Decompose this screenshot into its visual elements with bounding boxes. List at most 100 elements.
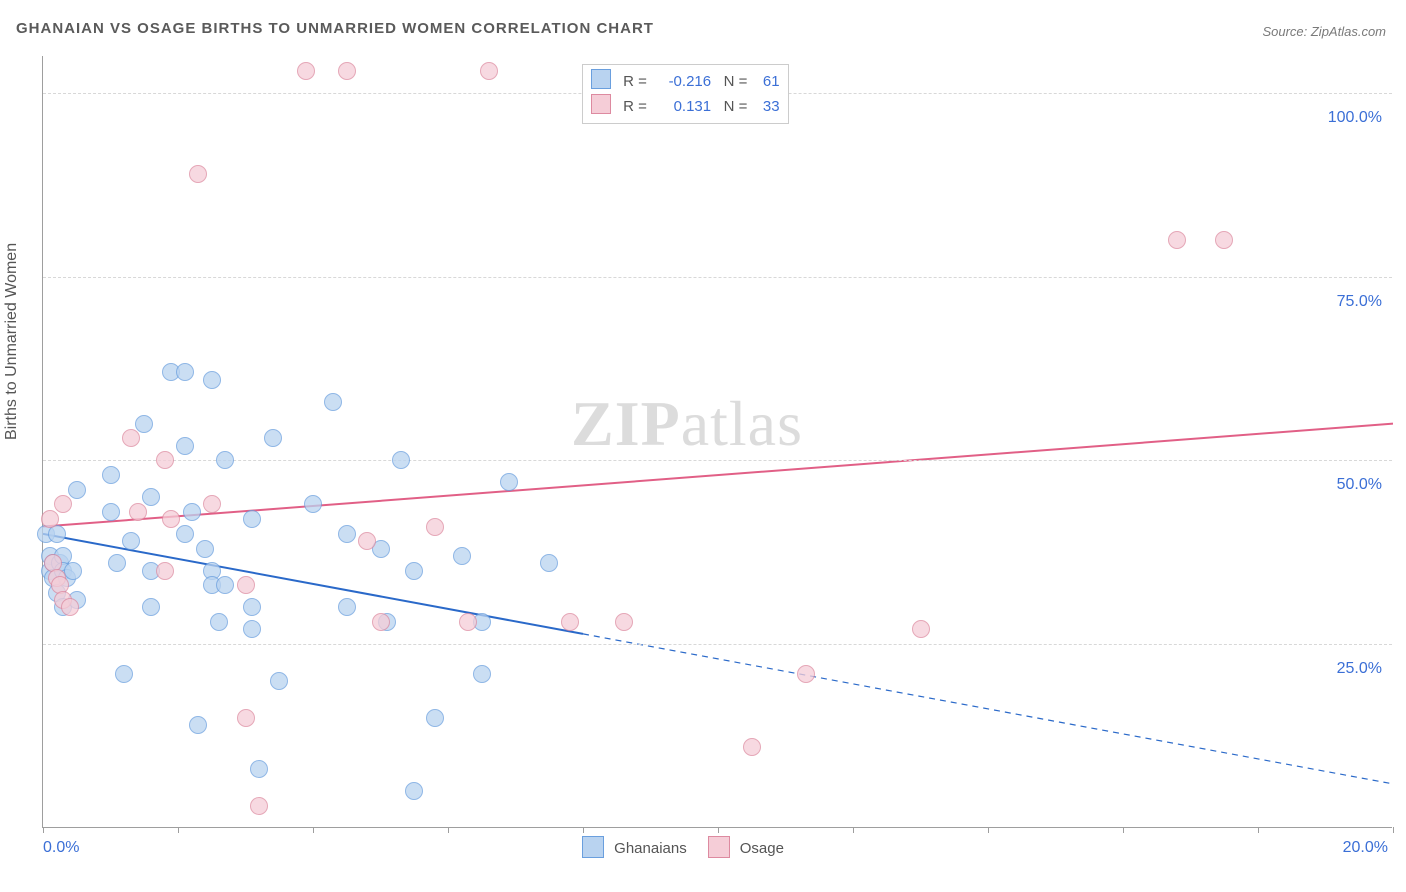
data-point (743, 738, 761, 756)
data-point (615, 613, 633, 631)
data-point (264, 429, 282, 447)
data-point (189, 716, 207, 734)
r-value-ghanaians: -0.216 (651, 70, 711, 94)
x-tick (1258, 827, 1259, 833)
trend-line-solid (43, 424, 1393, 527)
data-point (64, 562, 82, 580)
data-point (216, 451, 234, 469)
y-axis-label: Births to Unmarried Women (3, 243, 21, 440)
data-point (61, 598, 79, 616)
data-point (358, 532, 376, 550)
x-tick (178, 827, 179, 833)
data-point (54, 495, 72, 513)
data-point (156, 451, 174, 469)
series-legend: Ghanaians Osage (582, 836, 784, 858)
data-point (324, 393, 342, 411)
data-point (392, 451, 410, 469)
x-max-label: 20.0% (1343, 839, 1388, 857)
n-value-osage: 33 (752, 95, 780, 119)
r-label: R = (623, 73, 647, 90)
osage-swatch-icon (591, 94, 611, 114)
data-point (237, 576, 255, 594)
data-point (405, 562, 423, 580)
trend-line-dashed (583, 634, 1393, 784)
ghanaians-legend-swatch-icon (582, 836, 604, 858)
data-point (68, 481, 86, 499)
data-point (108, 554, 126, 572)
x-tick (988, 827, 989, 833)
data-point (426, 709, 444, 727)
x-tick (583, 827, 584, 833)
x-tick (718, 827, 719, 833)
data-point (102, 503, 120, 521)
data-point (304, 495, 322, 513)
data-point (142, 488, 160, 506)
x-tick (1123, 827, 1124, 833)
data-point (122, 532, 140, 550)
data-point (162, 510, 180, 528)
gridline-horizontal (43, 644, 1392, 645)
data-point (122, 429, 140, 447)
osage-legend-swatch-icon (708, 836, 730, 858)
data-point (426, 518, 444, 536)
gridline-horizontal (43, 460, 1392, 461)
data-point (237, 709, 255, 727)
data-point (115, 665, 133, 683)
data-point (540, 554, 558, 572)
data-point (1168, 231, 1186, 249)
data-point (1215, 231, 1233, 249)
x-tick (853, 827, 854, 833)
data-point (176, 525, 194, 543)
data-point (405, 782, 423, 800)
n-value-ghanaians: 61 (752, 70, 780, 94)
x-min-label: 0.0% (43, 839, 79, 857)
data-point (203, 495, 221, 513)
data-point (561, 613, 579, 631)
r-label: R = (623, 98, 647, 115)
data-point (250, 797, 268, 815)
x-tick (448, 827, 449, 833)
chart-title: GHANAIAN VS OSAGE BIRTHS TO UNMARRIED WO… (16, 20, 654, 37)
watermark-text: ZIPatlas (571, 387, 803, 461)
stats-row-ghanaians: R = -0.216 N = 61 (591, 69, 780, 94)
data-point (183, 503, 201, 521)
data-point (250, 760, 268, 778)
data-point (203, 371, 221, 389)
data-point (480, 62, 498, 80)
osage-legend-label: Osage (740, 840, 784, 857)
data-point (189, 165, 207, 183)
data-point (297, 62, 315, 80)
data-point (176, 363, 194, 381)
data-point (372, 613, 390, 631)
x-tick (1393, 827, 1394, 833)
source-attribution: Source: ZipAtlas.com (1262, 24, 1386, 39)
y-tick-label: 100.0% (1328, 109, 1382, 127)
x-tick (313, 827, 314, 833)
data-point (102, 466, 120, 484)
data-point (338, 598, 356, 616)
y-tick-label: 75.0% (1337, 293, 1382, 311)
data-point (459, 613, 477, 631)
watermark-bold: ZIP (571, 388, 681, 459)
data-point (500, 473, 518, 491)
r-value-osage: 0.131 (651, 95, 711, 119)
data-point (176, 437, 194, 455)
ghanaians-swatch-icon (591, 69, 611, 89)
scatter-plot-area: ZIPatlas 25.0%50.0%75.0%100.0%0.0%20.0% (42, 56, 1392, 828)
trend-line-solid (43, 534, 583, 634)
watermark-light: atlas (681, 388, 803, 459)
n-label: N = (724, 73, 748, 90)
y-tick-label: 50.0% (1337, 476, 1382, 494)
data-point (243, 620, 261, 638)
data-point (216, 576, 234, 594)
data-point (196, 540, 214, 558)
stats-legend-box: R = -0.216 N = 61 R = 0.131 N = 33 (582, 64, 789, 124)
data-point (41, 510, 59, 528)
x-tick (43, 827, 44, 833)
data-point (338, 62, 356, 80)
data-point (210, 613, 228, 631)
stats-row-osage: R = 0.131 N = 33 (591, 94, 780, 119)
data-point (156, 562, 174, 580)
data-point (129, 503, 147, 521)
data-point (142, 598, 160, 616)
